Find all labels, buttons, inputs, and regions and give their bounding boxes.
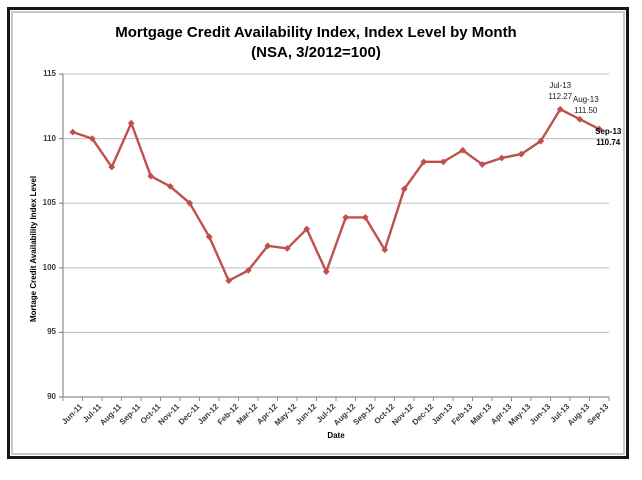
y-tick-label: 95 bbox=[47, 327, 56, 337]
y-tick-label: 100 bbox=[42, 262, 56, 272]
annotation-value: 111.50 bbox=[574, 106, 598, 116]
data-point-marker bbox=[166, 183, 174, 190]
y-axis-title: Mortage Credit Availability Index Level bbox=[29, 175, 38, 322]
data-point-marker bbox=[283, 245, 291, 252]
y-tick-label: 110 bbox=[43, 133, 56, 143]
data-point-marker bbox=[459, 146, 467, 154]
data-point-marker bbox=[478, 161, 486, 168]
data-point-marker bbox=[517, 150, 525, 158]
data-point-marker bbox=[322, 268, 330, 276]
annotation-value: 110.74 bbox=[596, 138, 621, 148]
data-point-marker bbox=[595, 125, 603, 133]
data-point-marker bbox=[147, 172, 155, 180]
y-tick-label: 105 bbox=[42, 198, 56, 208]
data-point-marker bbox=[361, 214, 369, 221]
chart-inner-frame bbox=[11, 11, 625, 455]
data-point-marker bbox=[576, 115, 584, 123]
data-point-marker bbox=[88, 135, 96, 142]
chart-title-line2: (NSA, 3/2012=100) bbox=[251, 44, 381, 61]
data-point-marker bbox=[205, 233, 213, 241]
annotation-label: Aug-13 bbox=[572, 95, 599, 105]
chart-title-line1: Mortgage Credit Availability Index, Inde… bbox=[115, 24, 517, 41]
annotation-Aug-13: Aug-13 111.50 bbox=[573, 94, 599, 116]
data-point-marker bbox=[498, 154, 506, 162]
data-point-marker bbox=[69, 128, 77, 136]
data-point-marker bbox=[186, 199, 194, 207]
y-tick-label: 115 bbox=[43, 69, 56, 78]
annotation-Jul-13: Jul-13 112.27 bbox=[548, 80, 572, 102]
series-line bbox=[71, 108, 601, 282]
data-point-marker bbox=[108, 163, 116, 171]
data-point-marker bbox=[381, 246, 389, 254]
data-point-marker bbox=[537, 137, 545, 145]
data-point-marker bbox=[225, 277, 233, 285]
chart-outer-frame bbox=[7, 7, 629, 459]
annotation-Sep-13: Sep-13 110.74 bbox=[595, 126, 621, 148]
y-tick-label: 90 bbox=[47, 392, 56, 401]
x-axis-title: Date bbox=[327, 431, 345, 440]
annotation-value: 112.27 bbox=[548, 92, 573, 102]
data-point-marker bbox=[400, 185, 408, 193]
data-point-marker bbox=[303, 225, 311, 233]
data-point-marker bbox=[420, 158, 428, 166]
annotation-label: Jul-13 bbox=[549, 81, 572, 91]
data-point-marker bbox=[342, 214, 350, 221]
annotation-label: Sep-13 bbox=[595, 127, 622, 137]
data-point-marker bbox=[556, 105, 564, 113]
data-point-marker bbox=[127, 119, 135, 127]
data-point-marker bbox=[439, 158, 447, 166]
data-point-marker bbox=[244, 266, 252, 274]
data-point-marker bbox=[264, 242, 272, 250]
